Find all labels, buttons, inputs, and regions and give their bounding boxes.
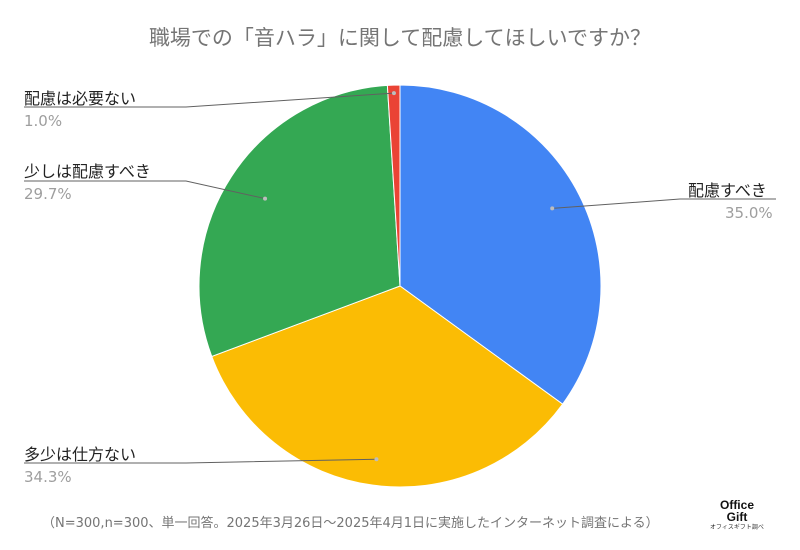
slice-label-value: 1.0% [24,112,63,130]
slice-label-value: 29.7% [24,185,72,203]
office-gift-logo: Office Gift オフィスギフト調べ [706,499,768,532]
leader-line [552,198,776,209]
pie-slice [399,84,602,405]
leader-line [24,180,266,200]
survey-footnote: （N=300,n=300、単一回答。2025年3月26日〜2025年4月1日に実… [42,516,659,531]
chart-title: 職場での「音ハラ」に関して配慮してほしいですか？ [148,26,652,50]
leader-dot [391,91,396,96]
pie-slice [386,84,401,287]
logo-line: Gift [726,510,748,524]
leader-line [24,92,394,108]
leader-dot [374,457,379,462]
slice-label-name: 少しは配慮すべき [24,162,151,181]
leader-line [24,458,377,464]
slice-label-name: 多少は仕方ない [24,445,137,464]
logo-subtext: オフィスギフト調べ [710,525,764,531]
logo-line: Office [719,498,754,512]
pie-slice [211,285,564,488]
slice-label-name: 配慮は必要ない [24,89,137,108]
slice-label-value: 34.3% [24,468,72,486]
slice-label-name: 配慮すべき [688,181,767,200]
pie-slice [198,84,401,358]
leader-dot [263,196,268,201]
leader-dot [550,206,555,211]
slice-label-value: 35.0% [725,204,773,222]
